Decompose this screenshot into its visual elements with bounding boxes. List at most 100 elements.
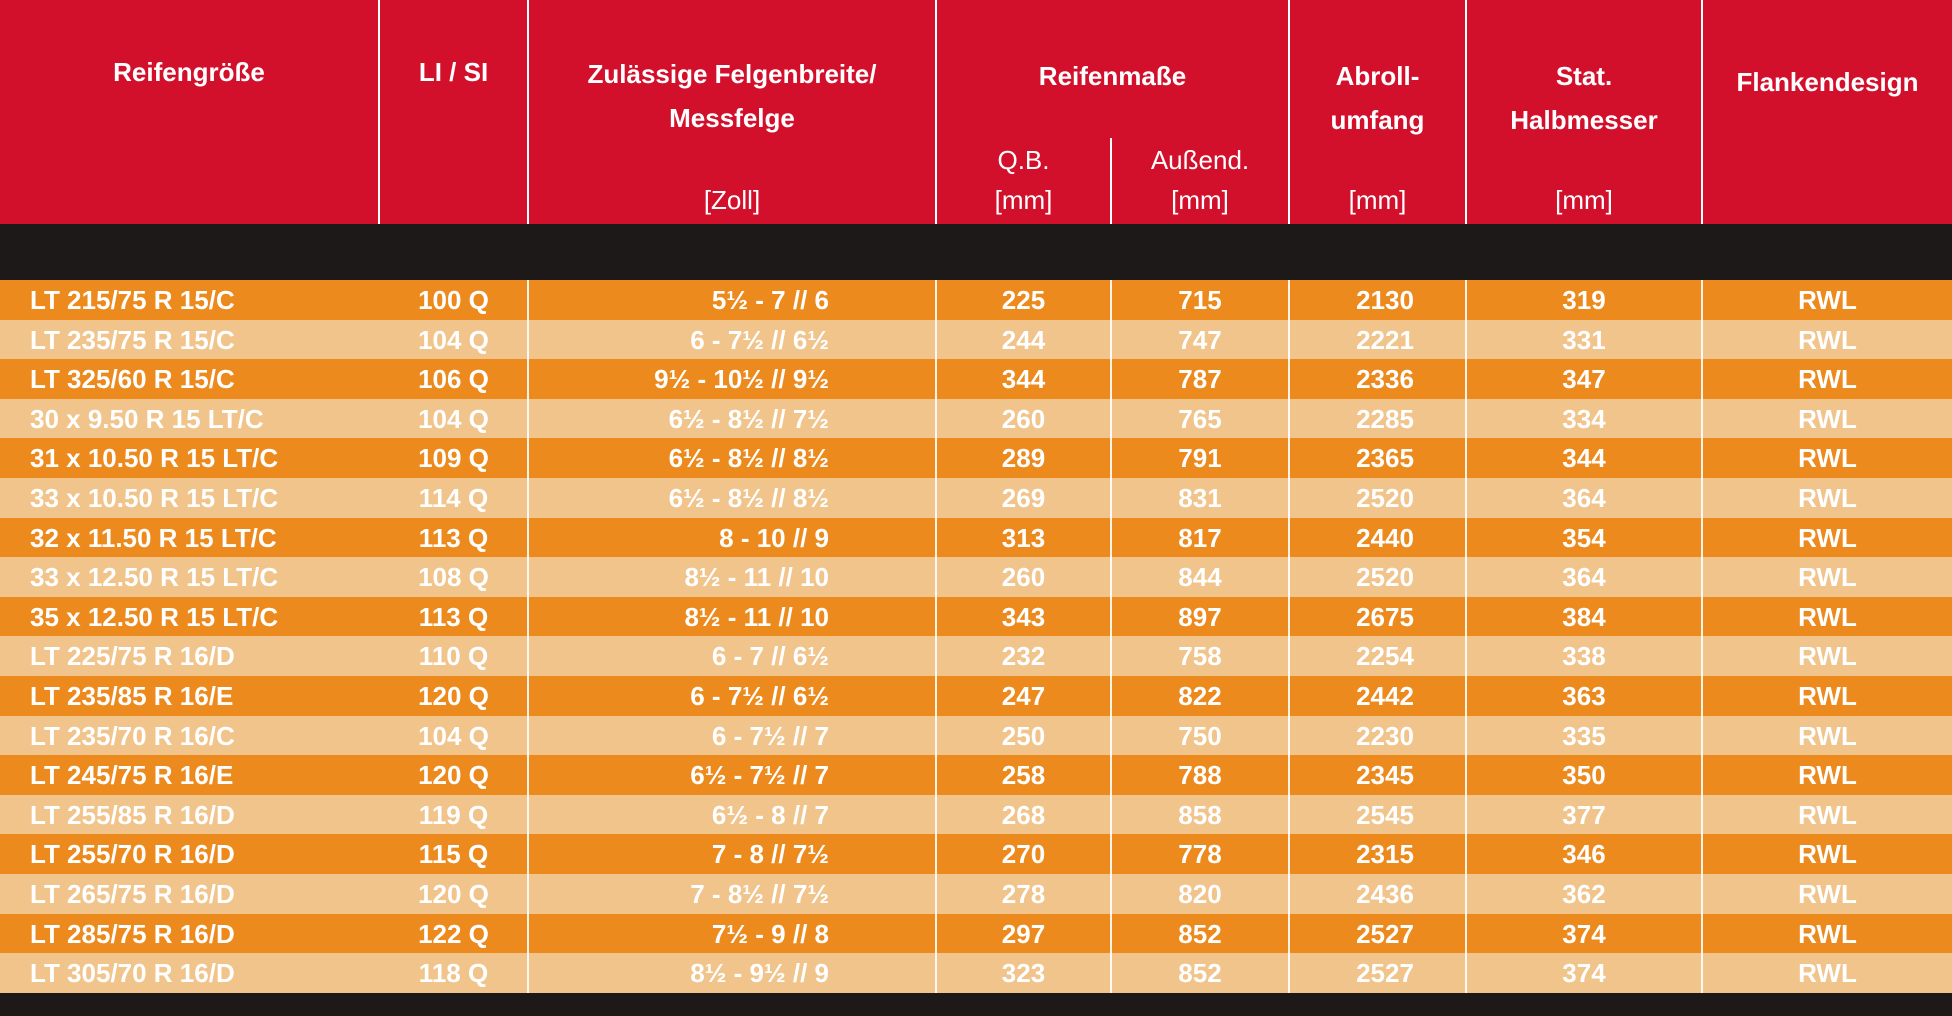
- cell-rim: 6 - 7½ // 6½: [690, 324, 829, 355]
- cell-size: LT 305/70 R 16/D: [30, 958, 235, 989]
- cell-radius: 384: [1562, 601, 1606, 632]
- cell-size: LT 325/60 R 15/C: [30, 364, 235, 395]
- cell-rim: 8 - 10 // 9: [719, 522, 829, 553]
- cell-li-si: 115 Q: [418, 839, 489, 870]
- cell-outer: 787: [1178, 364, 1222, 395]
- cell-rim: 7½ - 9 // 8: [711, 918, 829, 949]
- table-body: LT 215/75 R 15/C 100 Q 5½ - 7 // 6 225 7…: [0, 280, 1952, 993]
- header-bottom-band: [0, 224, 1952, 280]
- cell-li-si: 110 Q: [418, 641, 489, 672]
- cell-li-si: 118 Q: [418, 958, 489, 989]
- header-outer-unit: [mm]: [1171, 185, 1229, 215]
- cell-li-si: 114 Q: [418, 482, 489, 513]
- cell-rolling: 2365: [1356, 443, 1414, 474]
- table-row: LT 285/75 R 16/D 122 Q 7½ - 9 // 8 297 8…: [0, 913, 1952, 954]
- column-divider: [527, 280, 529, 993]
- cell-qb: 247: [1001, 680, 1046, 711]
- header-tire-size: Reifengröße: [113, 57, 265, 87]
- cell-rolling: 2230: [1356, 720, 1414, 751]
- cell-design: RWL: [1798, 522, 1857, 553]
- cell-design: RWL: [1798, 760, 1857, 791]
- cell-qb: 244: [1001, 324, 1046, 355]
- cell-design: RWL: [1798, 364, 1857, 395]
- header-radius-line1: Stat.: [1555, 61, 1613, 91]
- cell-li-si: 109 Q: [418, 443, 489, 474]
- table-row: 31 x 10.50 R 15 LT/C 109 Q 6½ - 8½ // 8½…: [0, 438, 1952, 478]
- cell-rim: 6½ - 7½ // 7: [690, 760, 829, 791]
- cell-design: RWL: [1798, 562, 1857, 593]
- header-qb-unit: [mm]: [994, 185, 1053, 215]
- cell-qb: 232: [1001, 641, 1046, 672]
- cell-design: RWL: [1798, 680, 1857, 711]
- table-header: Reifengröße LI / SI Zulässige Felgenbrei…: [0, 0, 1952, 224]
- header-tire-dims: Reifenmaße: [1038, 61, 1187, 91]
- cell-qb: 269: [1001, 482, 1046, 513]
- cell-rim: 8½ - 11 // 10: [684, 562, 829, 593]
- cell-li-si: 120 Q: [418, 878, 489, 909]
- cell-outer: 858: [1178, 799, 1222, 830]
- table-row: LT 245/75 R 16/E 120 Q 6½ - 7½ // 7 258 …: [0, 755, 1952, 795]
- cell-rim: 6 - 7½ // 7: [711, 720, 829, 751]
- header-qb-label: Q.B.: [997, 145, 1050, 175]
- header-outer-label: Außend.: [1150, 145, 1250, 175]
- cell-rolling: 2440: [1356, 522, 1414, 553]
- cell-rim: 7 - 8 // 7½: [711, 839, 829, 870]
- table-row: 35 x 12.50 R 15 LT/C 113 Q 8½ - 11 // 10…: [0, 596, 1952, 637]
- header-divider: [527, 0, 529, 224]
- table-row: LT 305/70 R 16/D 118 Q 8½ - 9½ // 9 323 …: [0, 953, 1952, 993]
- cell-li-si: 119 Q: [418, 799, 489, 830]
- table-row: LT 215/75 R 15/C 100 Q 5½ - 7 // 6 225 7…: [0, 280, 1952, 320]
- table-row: LT 235/75 R 15/C 104 Q 6 - 7½ // 6½ 244 …: [0, 319, 1952, 360]
- cell-li-si: 104 Q: [418, 720, 489, 751]
- cell-qb: 270: [1001, 839, 1046, 870]
- footer-band: [0, 993, 1952, 1016]
- cell-li-si: 100 Q: [418, 285, 489, 315]
- cell-qb: 258: [1001, 760, 1046, 791]
- cell-rim: 6 - 7½ // 6½: [690, 680, 829, 711]
- cell-outer: 844: [1178, 562, 1222, 593]
- cell-size: LT 285/75 R 16/D: [30, 918, 235, 949]
- header-rolling-unit: [mm]: [1348, 185, 1407, 215]
- cell-li-si: 122 Q: [418, 918, 489, 949]
- cell-size: 31 x 10.50 R 15 LT/C: [30, 443, 279, 474]
- table-row: LT 225/75 R 16/D 110 Q 6 - 7 // 6½ 232 7…: [0, 636, 1952, 676]
- cell-outer: 897: [1178, 601, 1222, 632]
- header-rim-width-line2: Messfelge: [669, 103, 795, 133]
- header-rim-width-line1: Zulässige Felgenbreite/: [587, 59, 877, 89]
- cell-rolling: 2675: [1356, 601, 1414, 632]
- cell-rolling: 2520: [1356, 562, 1414, 593]
- cell-qb: 297: [1001, 918, 1046, 949]
- cell-qb: 260: [1001, 562, 1046, 593]
- cell-rolling: 2442: [1356, 680, 1414, 711]
- cell-outer: 791: [1178, 443, 1222, 474]
- cell-design: RWL: [1798, 720, 1857, 751]
- cell-rim: 9½ - 10½ // 9½: [654, 364, 829, 395]
- header-rolling-line1: Abroll-: [1335, 61, 1420, 91]
- cell-design: RWL: [1798, 285, 1857, 315]
- cell-size: LT 225/75 R 16/D: [30, 641, 235, 672]
- column-divider: [1288, 280, 1290, 993]
- cell-design: RWL: [1798, 958, 1857, 989]
- cell-qb: 268: [1001, 799, 1046, 830]
- cell-design: RWL: [1798, 601, 1857, 632]
- header-li-si: LI / SI: [418, 57, 489, 87]
- cell-radius: 335: [1562, 720, 1606, 751]
- header-divider: [1465, 0, 1467, 224]
- cell-radius: 364: [1562, 482, 1606, 513]
- cell-size: 32 x 11.50 R 15 LT/C: [30, 522, 277, 553]
- cell-outer: 765: [1178, 403, 1222, 434]
- cell-li-si: 120 Q: [418, 680, 489, 711]
- cell-radius: 377: [1562, 799, 1606, 830]
- cell-rolling: 2315: [1356, 839, 1414, 870]
- cell-outer: 715: [1178, 285, 1222, 315]
- cell-rim: 7 - 8½ // 7½: [690, 878, 829, 909]
- cell-outer: 820: [1178, 878, 1222, 909]
- cell-rolling: 2285: [1356, 403, 1414, 434]
- cell-radius: 354: [1562, 522, 1606, 553]
- cell-design: RWL: [1798, 324, 1857, 355]
- table-row: LT 325/60 R 15/C 106 Q 9½ - 10½ // 9½ 34…: [0, 359, 1952, 399]
- cell-rolling: 2527: [1356, 958, 1414, 989]
- cell-size: 33 x 10.50 R 15 LT/C: [30, 482, 279, 513]
- cell-rolling: 2527: [1356, 918, 1414, 949]
- cell-radius: 319: [1562, 285, 1606, 315]
